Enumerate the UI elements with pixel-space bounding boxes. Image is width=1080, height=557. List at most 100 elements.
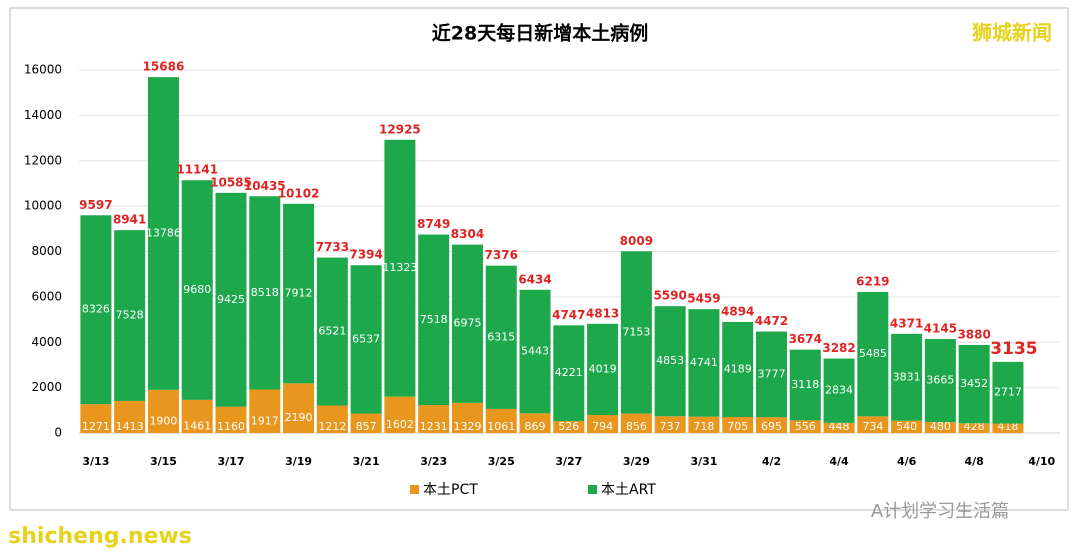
y-tick-label: 14000 [24, 108, 62, 122]
bar-segment [418, 234, 450, 406]
bar-segment [857, 291, 889, 417]
segment-label: 737 [660, 420, 681, 433]
bar-segment [418, 405, 450, 433]
bar-segment [316, 405, 348, 433]
segment-label: 1061 [487, 420, 515, 433]
total-label: 10435 [244, 179, 286, 193]
segment-label: 13786 [146, 227, 181, 240]
bar-segment [789, 420, 821, 433]
segment-label: 6537 [352, 332, 380, 345]
segment-label: 1160 [217, 420, 245, 433]
total-label: 6434 [518, 272, 551, 286]
segment-label: 1413 [116, 420, 144, 433]
bar-segment [350, 265, 382, 414]
segment-label: 7518 [420, 313, 448, 326]
bar-segment [485, 265, 517, 409]
x-tick-label: 3/21 [353, 455, 380, 468]
x-tick-label: 3/27 [555, 455, 582, 468]
legend-label: 本土ART [601, 482, 656, 498]
watermark: 狮城新闻 [972, 21, 1052, 45]
x-tick-label: 4/8 [965, 455, 984, 468]
segment-label: 3118 [791, 378, 819, 391]
segment-label: 4853 [656, 354, 684, 367]
total-label: 8749 [417, 217, 450, 231]
bar-segment [958, 344, 990, 424]
total-label: 12925 [379, 122, 421, 136]
segment-label: 695 [761, 420, 782, 433]
segment-label: 526 [558, 420, 579, 433]
total-label: 9597 [79, 198, 112, 212]
bar-segment [823, 358, 855, 423]
segment-label: 705 [727, 420, 748, 433]
bar-segment [958, 423, 990, 433]
bar-segment [519, 289, 551, 414]
segment-label: 5485 [859, 347, 887, 360]
bar-segment [249, 196, 281, 390]
x-tick-label: 3/13 [82, 455, 109, 468]
bar-segment [587, 323, 619, 415]
bar-segment [283, 383, 315, 433]
bar-segment [451, 402, 483, 433]
segment-label: 1271 [82, 420, 110, 433]
bar-segment [553, 325, 585, 422]
segment-label: 480 [930, 420, 951, 433]
total-label: 3282 [822, 341, 855, 355]
bar-segment [147, 77, 179, 390]
total-label: 7394 [349, 248, 382, 262]
total-label: 4813 [586, 306, 619, 320]
segment-label: 3777 [757, 367, 785, 380]
bar-segment [755, 417, 787, 433]
bar-segment [384, 139, 416, 397]
bar-segment [823, 422, 855, 433]
bar-segment [654, 416, 686, 433]
total-label: 4894 [721, 304, 754, 318]
total-label: 8941 [113, 213, 146, 227]
legend-swatch [588, 485, 597, 494]
segment-label: 7153 [622, 325, 650, 338]
total-label: 4371 [890, 316, 923, 330]
x-tick-label: 3/23 [420, 455, 447, 468]
bar-segment [485, 408, 517, 433]
total-label: 4145 [924, 321, 957, 335]
bar-segment [451, 244, 483, 403]
x-tick-label: 4/4 [829, 455, 849, 468]
bar-segment [384, 396, 416, 433]
bar-segment [688, 416, 720, 433]
watermark: A计划学习生活篇 [871, 501, 1009, 522]
x-tick-label: 3/19 [285, 455, 312, 468]
bar-segment [722, 321, 754, 418]
total-label: 10585 [210, 175, 252, 189]
segment-label: 8326 [82, 303, 110, 316]
bar-segment [114, 400, 146, 433]
segment-label: 11323 [382, 261, 417, 274]
bar-segment [283, 203, 315, 384]
bar-segment [519, 413, 551, 433]
total-label: 3880 [957, 327, 990, 341]
total-label: 15686 [143, 60, 185, 74]
bar-segment [654, 306, 686, 417]
segment-label: 6521 [318, 325, 346, 338]
segment-label: 1917 [251, 414, 279, 427]
segment-label: 4189 [724, 362, 752, 375]
segment-label: 734 [862, 420, 883, 433]
segment-label: 856 [626, 420, 647, 433]
bar-segment [215, 406, 247, 433]
total-label: 3674 [789, 332, 822, 346]
segment-label: 2190 [285, 411, 313, 424]
bar-segment [992, 361, 1024, 424]
y-tick-label: 16000 [24, 63, 62, 77]
segment-label: 9680 [183, 283, 211, 296]
bar-segment [350, 413, 382, 433]
segment-label: 1602 [386, 418, 414, 431]
segment-label: 869 [525, 420, 546, 433]
x-tick-label: 3/31 [690, 455, 717, 468]
y-tick-label: 8000 [31, 244, 62, 258]
y-tick-label: 12000 [24, 153, 62, 167]
segment-label: 794 [592, 420, 613, 433]
bar-segment [181, 399, 213, 433]
watermark: shicheng.news [8, 524, 192, 549]
y-tick-label: 4000 [31, 335, 62, 349]
segment-label: 7912 [285, 287, 313, 300]
y-tick-label: 0 [54, 426, 62, 440]
